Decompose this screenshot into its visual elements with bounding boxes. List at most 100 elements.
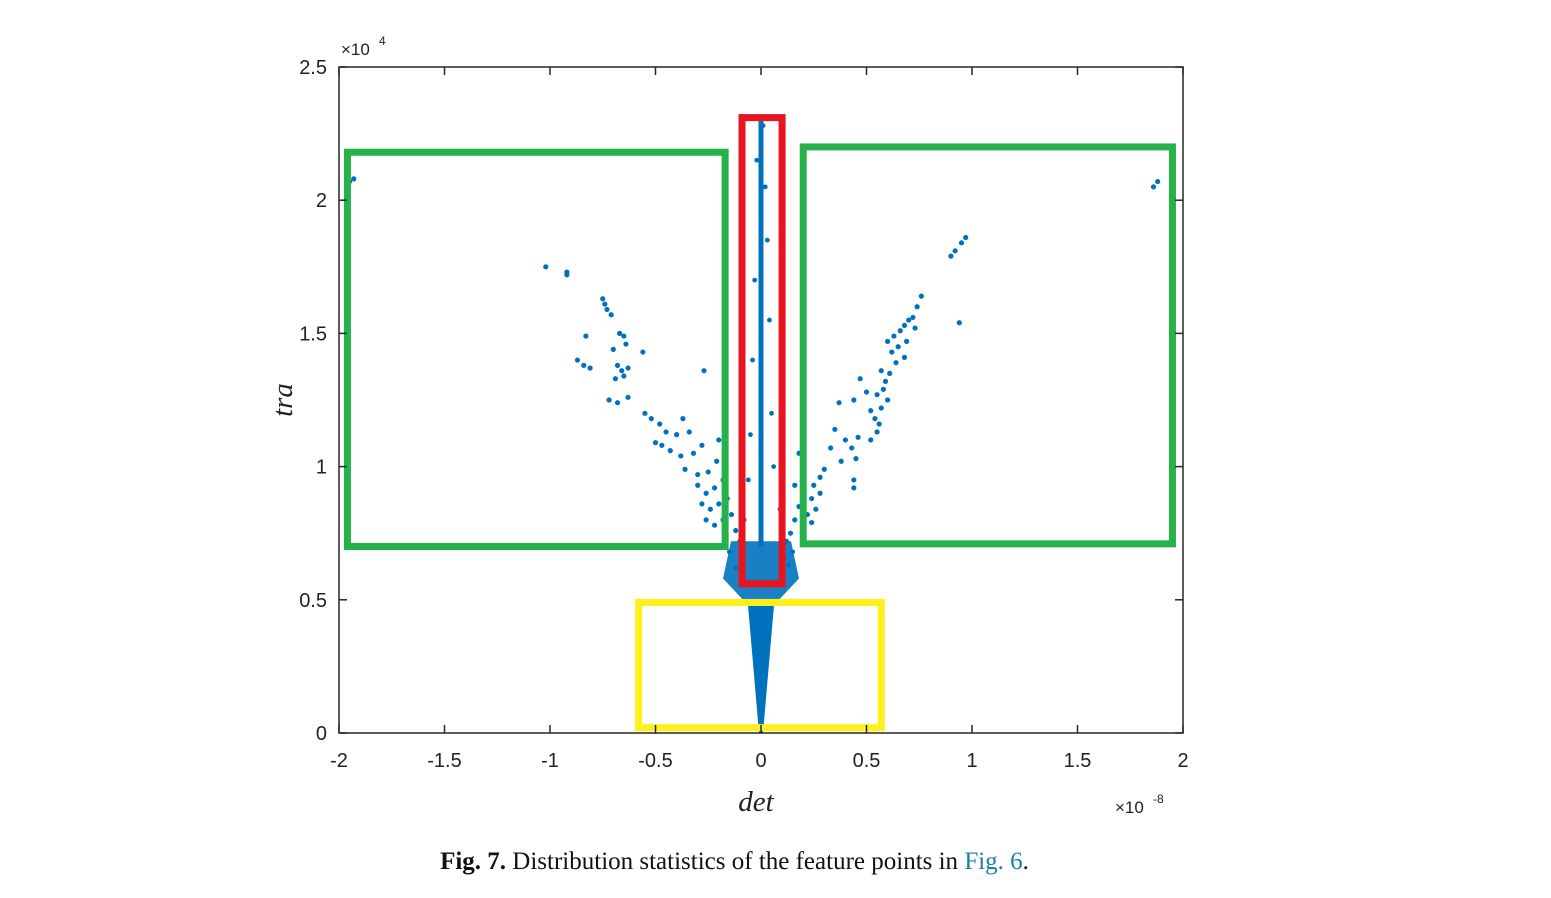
- data-point: [703, 517, 709, 523]
- data-point: [914, 304, 920, 310]
- data-point: [686, 429, 692, 435]
- data-point: [583, 333, 589, 339]
- center-data-point: [767, 317, 772, 323]
- data-point: [617, 330, 623, 336]
- data-point: [811, 482, 817, 488]
- data-point: [855, 434, 861, 440]
- y-exponent-power: 4: [379, 34, 386, 48]
- data-point: [1155, 178, 1161, 185]
- green-box-left: [343, 148, 729, 551]
- data-point: [821, 466, 827, 472]
- center-data-point: [769, 410, 774, 416]
- data-point: [640, 349, 646, 355]
- data-point: [874, 392, 880, 398]
- data-point: [880, 386, 886, 392]
- data-point: [659, 442, 665, 448]
- data-point: [680, 416, 686, 422]
- center-data-point: [760, 123, 766, 129]
- dense-cluster-base: [723, 541, 799, 606]
- x-tick-label: 1: [966, 750, 977, 772]
- data-point: [695, 471, 701, 478]
- data-point: [581, 362, 587, 368]
- data-point: [625, 365, 631, 371]
- data-point: [663, 429, 669, 435]
- center-data-point: [745, 477, 751, 483]
- data-point: [699, 501, 705, 507]
- x-tick-label: -1: [541, 750, 559, 772]
- data-point: [963, 234, 969, 241]
- data-point: [832, 426, 838, 432]
- data-point: [623, 341, 629, 347]
- x-tick-label: 2: [1177, 750, 1188, 772]
- data-point: [897, 328, 903, 334]
- data-point: [901, 354, 908, 360]
- center-data-point: [754, 157, 760, 163]
- data-point: [887, 370, 893, 376]
- data-point: [604, 306, 610, 313]
- data-point: [610, 346, 616, 352]
- data-point: [813, 506, 819, 512]
- data-point: [703, 490, 709, 496]
- data-point: [817, 474, 823, 480]
- data-point: [678, 453, 684, 459]
- center-data-point: [790, 549, 796, 555]
- y-tick-label: 2.5: [299, 57, 327, 79]
- dense-column-core: [758, 120, 764, 547]
- data-point: [901, 322, 908, 329]
- x-tick-label: 0.5: [853, 750, 881, 772]
- data-point: [707, 506, 713, 512]
- data-point: [733, 527, 739, 534]
- data-point: [621, 333, 627, 339]
- y-tick-label: 1.5: [299, 323, 327, 345]
- data-point: [564, 272, 570, 278]
- caption-text: Distribution statistics of the feature p…: [512, 848, 959, 875]
- data-point: [587, 365, 593, 371]
- center-data-point: [758, 144, 764, 150]
- data-point: [851, 397, 857, 403]
- x-tick-label: 1.5: [1064, 750, 1092, 772]
- y-tick-label: 2: [316, 190, 327, 212]
- data-point: [878, 368, 884, 374]
- center-data-point: [771, 464, 777, 469]
- data-point: [711, 522, 718, 528]
- data-point: [682, 466, 688, 472]
- data-point: [787, 530, 794, 536]
- data-point: [878, 405, 884, 411]
- data-point: [857, 376, 863, 382]
- data-point: [874, 429, 880, 435]
- data-point: [948, 253, 954, 259]
- data-point: [543, 264, 549, 270]
- x-exponent-power: -8: [1153, 792, 1164, 806]
- data-point: [619, 368, 625, 374]
- data-point: [828, 445, 834, 451]
- center-data-point: [752, 277, 758, 283]
- data-point: [1150, 184, 1157, 190]
- data-point: [918, 293, 924, 299]
- data-point: [956, 320, 962, 326]
- figure-caption: Fig. 7. Distribution statistics of the f…: [0, 848, 1469, 876]
- data-point: [716, 501, 722, 507]
- green-box-right: [799, 143, 1176, 548]
- y-tick-label: 0: [316, 723, 327, 745]
- data-point: [853, 456, 859, 462]
- data-point: [889, 349, 895, 355]
- x-exponent-label: ×10: [1115, 798, 1144, 817]
- data-point: [606, 397, 612, 403]
- center-data-point: [733, 565, 739, 571]
- center-data-point: [748, 432, 753, 438]
- center-data-point: [750, 357, 755, 363]
- data-point: [351, 176, 357, 182]
- data-point: [906, 317, 912, 323]
- x-tick-label: -1.5: [427, 750, 461, 772]
- data-point: [648, 416, 654, 422]
- data-point: [836, 400, 842, 406]
- data-point: [657, 421, 663, 427]
- caption-figure-link[interactable]: Fig. 6: [964, 848, 1023, 875]
- center-data-point: [764, 237, 770, 243]
- x-tick-label: 0: [755, 750, 766, 772]
- data-point: [817, 490, 823, 496]
- yellow-box-bottom: [635, 598, 885, 732]
- data-point: [711, 485, 718, 491]
- data-point: [851, 477, 857, 483]
- data-point: [625, 394, 631, 400]
